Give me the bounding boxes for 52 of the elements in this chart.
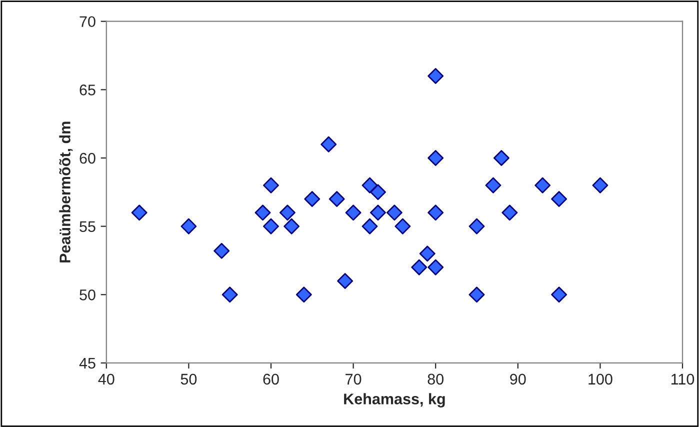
point	[263, 218, 279, 234]
y-tick-label: 60	[80, 152, 96, 164]
point	[493, 150, 510, 166]
point	[592, 177, 608, 194]
point	[222, 286, 238, 303]
x-tick-label: 50	[180, 374, 197, 385]
x-tick-label: 100	[588, 374, 612, 385]
x-tick-label: 90	[510, 374, 526, 385]
point	[468, 218, 485, 234]
x-tick-label: 40	[98, 374, 114, 385]
point	[328, 191, 345, 207]
point	[254, 204, 271, 221]
point	[362, 177, 378, 194]
point	[337, 272, 354, 289]
y-tick-label: 50	[80, 290, 96, 300]
x-tick-label: 60	[263, 374, 279, 385]
x-tick-label: 80	[428, 374, 444, 385]
point	[284, 218, 300, 234]
point	[214, 242, 230, 259]
point	[534, 177, 551, 194]
point	[428, 259, 444, 276]
point	[428, 204, 444, 221]
point	[428, 150, 444, 166]
point	[180, 218, 197, 234]
point	[502, 204, 518, 221]
point	[394, 218, 411, 234]
point	[551, 286, 568, 303]
point	[279, 204, 296, 221]
point	[468, 286, 485, 303]
x-axis-title: Kehamass, kg	[344, 393, 445, 408]
x-tick-label: 110	[671, 374, 694, 385]
y-tick-label: 70	[80, 16, 96, 28]
point	[131, 204, 148, 221]
point	[320, 136, 337, 152]
y-tick-label: 55	[80, 221, 96, 232]
point	[263, 177, 279, 194]
x-tick-label: 70	[346, 374, 362, 385]
point	[370, 184, 386, 200]
point	[419, 246, 436, 262]
point	[362, 218, 378, 234]
point	[411, 259, 428, 276]
point	[304, 191, 320, 207]
point	[485, 177, 502, 194]
point	[428, 68, 444, 84]
point	[345, 204, 362, 221]
point	[296, 286, 312, 303]
y-tick-label: 65	[80, 84, 96, 96]
y-axis-title: Peaümbermõõt, dm	[59, 122, 73, 262]
point	[386, 204, 402, 221]
point	[551, 191, 568, 207]
point	[370, 204, 386, 221]
y-tick-label: 45	[79, 358, 96, 369]
